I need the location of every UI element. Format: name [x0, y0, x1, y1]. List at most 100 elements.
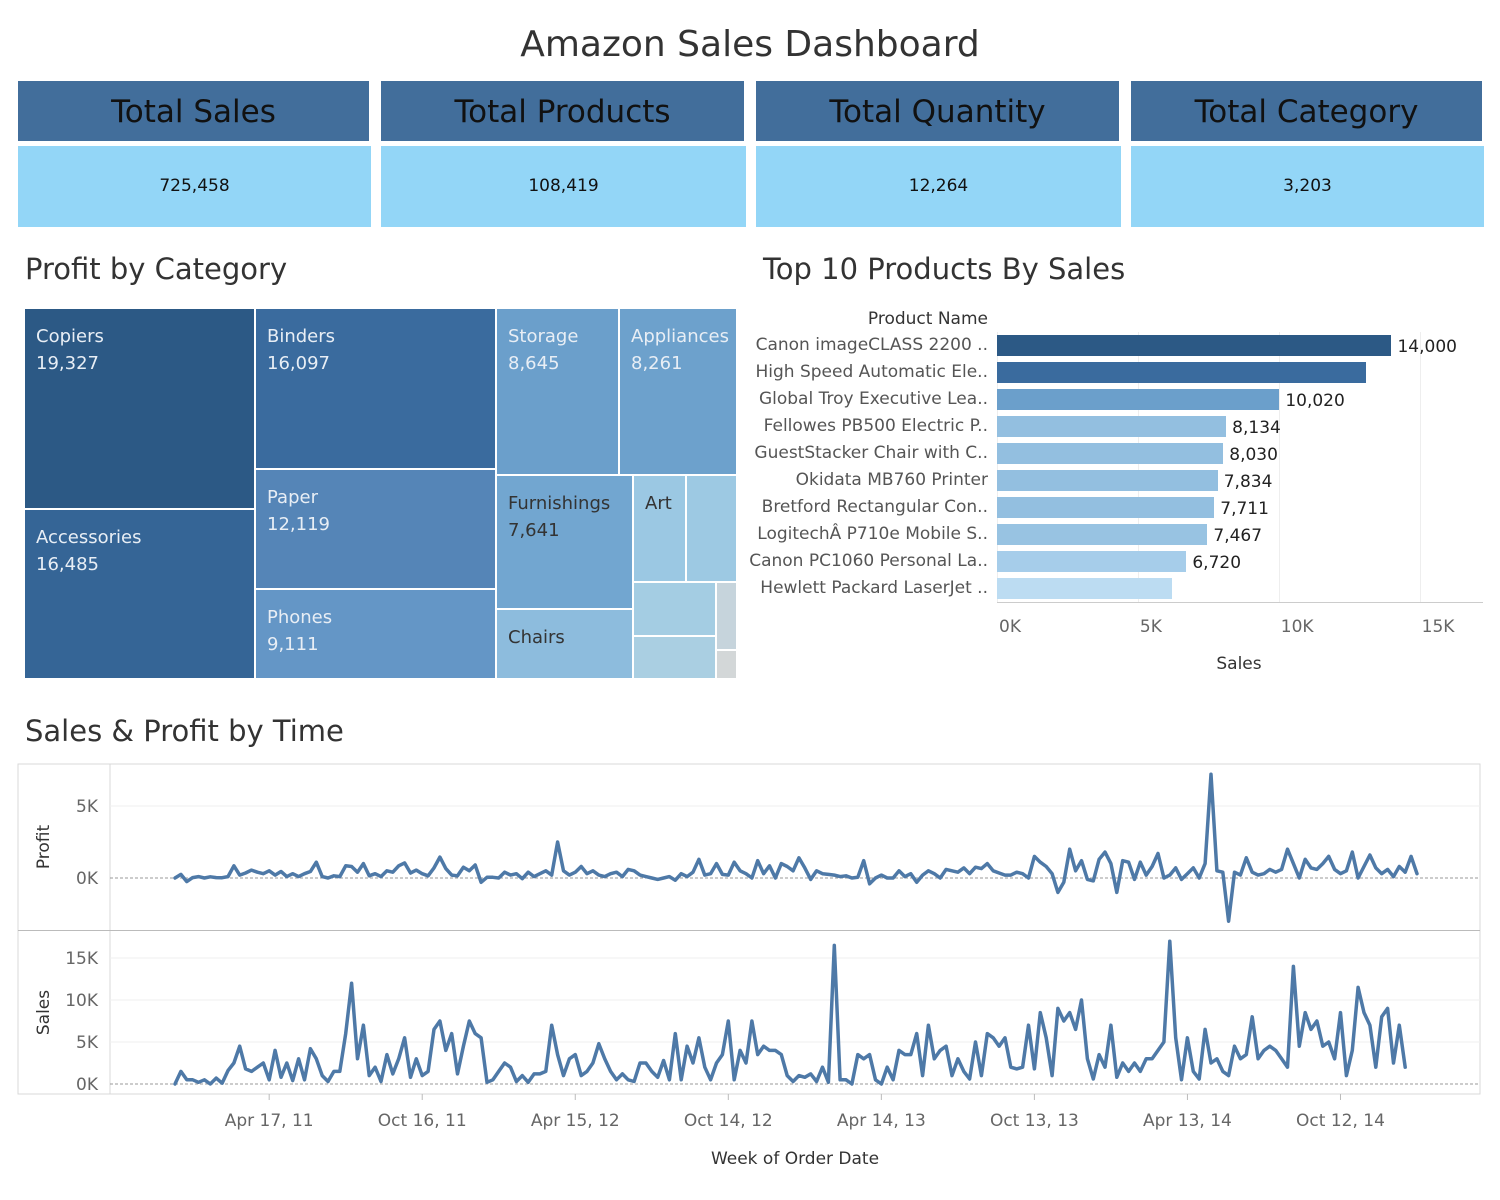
bar-value-label: 10,020	[1285, 391, 1345, 411]
treemap-cell-value: 12,119	[267, 514, 330, 535]
bar-chart-title: Top 10 Products By Sales	[763, 252, 1126, 286]
bar-category-label: Fellowes PB500 Electric P..	[763, 416, 988, 436]
bar-category-label: Okidata MB760 Printer	[795, 470, 988, 490]
treemap-cell-chairs[interactable]: Chairs	[497, 610, 634, 680]
bar-category-label: Canon PC1060 Personal La..	[749, 551, 988, 571]
bar-category-label: Canon imageCLASS 2200 ..	[755, 335, 988, 355]
bar-x-tick-label: 0K	[999, 617, 1021, 637]
kpi-total-quantity-value: 12,264	[756, 146, 1121, 227]
treemap-cell-other-11[interactable]	[634, 583, 717, 637]
y-tick-label: 5K	[76, 1033, 99, 1053]
treemap-cell-binders[interactable]: Binders 16,097	[256, 309, 497, 470]
treemap-cell-name: Phones	[267, 607, 333, 628]
y-tick-label: 15K	[65, 949, 99, 969]
treemap-cell-name: Paper	[267, 487, 318, 508]
bar-value-label: 7,711	[1220, 499, 1269, 519]
treemap-cell-name: Appliances	[631, 326, 729, 347]
treemap-cell-copiers[interactable]: Copiers 19,327	[25, 309, 256, 510]
kpi-total-products-value: 108,419	[381, 146, 746, 227]
treemap-cell-value: 9,111	[267, 634, 319, 655]
dashboard-title: Amazon Sales Dashboard	[520, 24, 980, 65]
line-chart-title: Sales & Profit by Time	[25, 714, 344, 748]
y-tick-label: 5K	[76, 797, 99, 817]
treemap-cell-other-12[interactable]	[634, 637, 717, 680]
kpi-total-quantity-header: Total Quantity	[756, 81, 1119, 141]
x-tick-label: Apr 15, 12	[531, 1111, 620, 1131]
bar-0[interactable]	[997, 335, 1392, 356]
treemap-cell-appliances[interactable]: Appliances 8,261	[620, 309, 738, 476]
treemap-cell-furnishings[interactable]: Furnishings 7,641	[497, 476, 634, 610]
kpi-total-category-header: Total Category	[1131, 81, 1482, 141]
treemap-cell-value: 19,327	[36, 353, 99, 374]
bar-value-label: 14,000	[1397, 337, 1457, 357]
treemap-cell-value: 8,261	[631, 353, 683, 374]
bar-category-label: High Speed Automatic Ele..	[755, 362, 989, 382]
series-line-sales	[173, 939, 1407, 1086]
y-tick-label: 10K	[65, 991, 99, 1011]
bar-gridline	[997, 332, 998, 602]
treemap-cell-phones[interactable]: Phones 9,111	[256, 590, 497, 680]
bar-gridline	[1137, 332, 1139, 602]
treemap-cell-name: Accessories	[36, 527, 142, 548]
treemap-cell-other-14[interactable]	[717, 651, 738, 680]
bar-category-label: GuestStacker Chair with C..	[754, 443, 988, 463]
bar-4[interactable]	[997, 443, 1224, 464]
y-tick-label: 0K	[76, 1075, 99, 1095]
treemap-cell-name: Art	[645, 493, 672, 514]
treemap-cell-storage[interactable]: Storage 8,645	[497, 309, 620, 476]
line-chart-frame	[17, 763, 1481, 1095]
bar-category-label: Hewlett Packard LaserJet ..	[760, 578, 988, 598]
series-line-profit	[173, 772, 1419, 923]
bar-7[interactable]	[997, 524, 1208, 545]
kpi-total-sales-header: Total Sales	[18, 81, 369, 141]
x-axis-title: Week of Order Date	[711, 1149, 879, 1169]
treemap-cell-value: 16,485	[36, 554, 99, 575]
bar-gridline	[1419, 332, 1421, 602]
kpi-total-category-value: 3,203	[1131, 146, 1484, 227]
y-axis-title-sales: Sales	[34, 990, 54, 1035]
treemap-title: Profit by Category	[25, 252, 288, 286]
bar-2[interactable]	[997, 389, 1280, 410]
bar-x-tick-label: 10K	[1280, 617, 1314, 637]
treemap-cell-value: 7,641	[508, 520, 560, 541]
x-tick-label: Oct 16, 11	[378, 1111, 467, 1131]
x-tick-label: Oct 13, 13	[990, 1111, 1079, 1131]
bar-category-label: Bretford Rectangular Con..	[761, 497, 988, 517]
bar-x-tick-label: 15K	[1421, 617, 1455, 637]
x-tick-label: Apr 13, 14	[1143, 1111, 1232, 1131]
x-tick-label: Apr 14, 13	[837, 1111, 926, 1131]
bar-category-label: LogitechÂ P710e Mobile S..	[757, 524, 988, 544]
treemap-cell-name: Furnishings	[508, 493, 611, 514]
x-tick-label: Oct 12, 14	[1296, 1111, 1385, 1131]
treemap-cell-name: Copiers	[36, 326, 104, 347]
x-tick-label: Apr 17, 11	[225, 1111, 314, 1131]
bar-8[interactable]	[997, 551, 1187, 572]
treemap-cell-other-13[interactable]	[717, 583, 738, 651]
treemap-cell-name: Chairs	[508, 627, 565, 648]
kpi-total-products-header: Total Products	[381, 81, 744, 141]
y-tick-label: 0K	[76, 869, 99, 889]
treemap-cell-other-10[interactable]	[687, 476, 738, 583]
bar-1[interactable]	[997, 362, 1367, 383]
bar-category-label: Global Troy Executive Lea..	[758, 389, 988, 409]
treemap-cell-name: Storage	[508, 326, 579, 347]
bar-5[interactable]	[997, 470, 1218, 491]
bar-6[interactable]	[997, 497, 1215, 518]
bar-value-label: 6,720	[1192, 553, 1242, 573]
treemap-cell-paper[interactable]: Paper 12,119	[256, 470, 497, 590]
bar-x-tick-label: 5K	[1139, 617, 1162, 637]
x-tick-label: Oct 14, 12	[684, 1111, 773, 1131]
bar-value-label: 8,030	[1229, 445, 1278, 465]
bar-3[interactable]	[997, 416, 1227, 437]
kpi-total-sales-value: 725,458	[18, 146, 371, 227]
bar-category-header: Product Name	[867, 309, 988, 329]
bar-x-axis-line	[997, 602, 1483, 603]
bar-gridline	[1278, 332, 1280, 602]
treemap-cell-name: Binders	[267, 326, 336, 347]
bar-value-label: 7,834	[1223, 472, 1273, 492]
treemap-cell-accessories[interactable]: Accessories 16,485	[25, 510, 256, 680]
bar-9[interactable]	[997, 578, 1172, 599]
bar-x-axis-label: Sales	[1216, 654, 1262, 674]
treemap-cell-art[interactable]: Art	[634, 476, 687, 583]
bar-value-label: 7,467	[1213, 526, 1263, 546]
